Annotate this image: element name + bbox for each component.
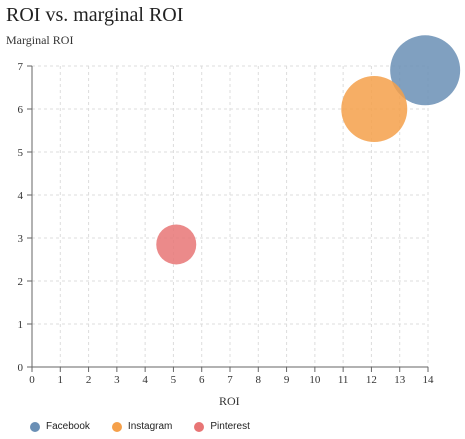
- bubble-pinterest: [156, 224, 197, 265]
- x-tick-label: 6: [199, 374, 205, 386]
- legend-item-facebook[interactable]: Facebook: [30, 421, 90, 432]
- x-tick-label: 5: [171, 374, 177, 386]
- x-tick-label: 0: [29, 374, 35, 386]
- legend-item-pinterest[interactable]: Pinterest: [194, 421, 250, 432]
- y-tick-label: 6: [18, 104, 24, 116]
- x-tick-label: 7: [227, 374, 233, 386]
- bubble-instagram: [341, 76, 408, 142]
- legend-label: Facebook: [46, 421, 90, 432]
- x-tick-label: 10: [309, 374, 321, 386]
- y-axis-label: Marginal ROI: [6, 33, 74, 47]
- bubble-facebook: [390, 35, 461, 106]
- bubbles: [156, 35, 461, 265]
- x-tick-label: 3: [114, 374, 120, 386]
- y-tick-label: 4: [18, 190, 24, 202]
- x-tick-label: 9: [284, 374, 290, 386]
- legend: Facebook Instagram Pinterest: [30, 421, 272, 432]
- legend-swatch: [111, 421, 122, 432]
- chart-title: ROI vs. marginal ROI: [6, 4, 184, 26]
- x-tick-label: 8: [256, 374, 262, 386]
- x-tick-label: 11: [338, 374, 349, 386]
- legend-label: Instagram: [127, 421, 173, 432]
- y-tick-label: 0: [18, 362, 24, 374]
- legend-item-instagram[interactable]: Instagram: [111, 421, 173, 432]
- y-tick-label: 7: [18, 61, 24, 73]
- legend-swatch: [194, 421, 205, 432]
- legend-swatch: [30, 421, 40, 432]
- x-tick-label: 2: [86, 374, 92, 386]
- y-tick-label: 2: [18, 276, 24, 288]
- y-tick-label: 1: [18, 319, 24, 331]
- x-tick-label: 1: [58, 374, 64, 386]
- y-tick-label: 5: [18, 147, 24, 159]
- x-tick-label: 12: [366, 374, 377, 386]
- y-tick-label: 3: [18, 233, 24, 245]
- x-tick-label: 13: [394, 374, 406, 386]
- x-tick-label: 14: [423, 374, 435, 386]
- x-tick-label: 4: [142, 374, 148, 386]
- legend-label: Pinterest: [210, 421, 250, 432]
- x-axis-label: ROI: [219, 394, 240, 408]
